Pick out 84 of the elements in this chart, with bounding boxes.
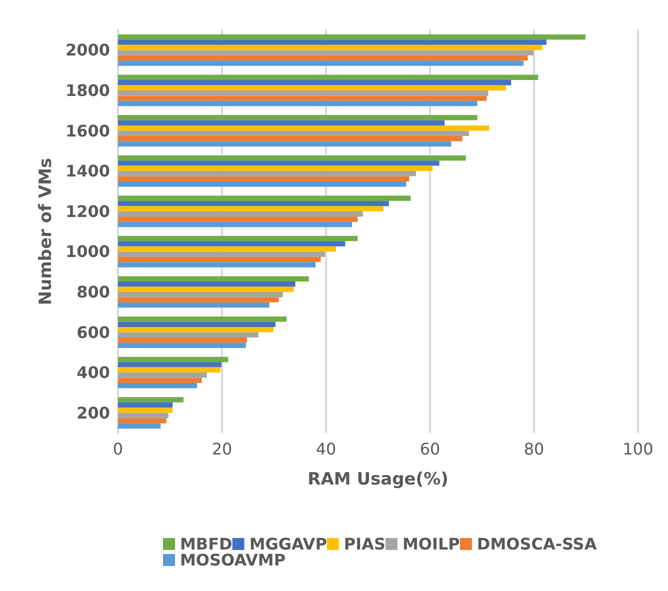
bar xyxy=(118,423,161,429)
y-tick-label: 1200 xyxy=(65,202,110,221)
legend-label: MOILP xyxy=(402,534,460,554)
y-tick-label: 1800 xyxy=(65,80,110,100)
legend-label: MBFD xyxy=(180,534,232,554)
bar xyxy=(118,120,445,126)
bar xyxy=(118,80,512,86)
bar xyxy=(118,378,202,384)
bar xyxy=(118,332,258,338)
bar xyxy=(118,176,410,182)
bar xyxy=(118,166,433,172)
bar xyxy=(118,302,270,308)
legend-label: MGGAVP xyxy=(249,534,328,554)
bar xyxy=(118,115,478,120)
bar xyxy=(118,316,286,322)
bar xyxy=(118,241,346,246)
bar xyxy=(118,292,283,298)
bar xyxy=(118,337,247,343)
bar xyxy=(118,206,384,212)
bar xyxy=(118,196,411,201)
bar xyxy=(118,286,294,292)
bar xyxy=(118,408,173,413)
bar xyxy=(118,126,490,131)
bar xyxy=(118,367,220,373)
bar xyxy=(118,216,358,222)
bar xyxy=(118,412,168,418)
bar xyxy=(118,130,469,136)
bar xyxy=(118,322,276,328)
x-axis-title: RAM Usage(%) xyxy=(308,470,448,490)
bar xyxy=(118,100,478,106)
bar xyxy=(118,327,274,332)
bar xyxy=(118,40,546,45)
y-tick-label: 800 xyxy=(76,282,110,302)
bar xyxy=(118,418,166,424)
bar xyxy=(118,222,352,228)
bar xyxy=(118,252,325,257)
y-tick-label: 2000 xyxy=(65,40,110,60)
bar xyxy=(118,397,184,402)
bar xyxy=(118,60,524,66)
y-tick-label: 200 xyxy=(76,403,110,422)
bar xyxy=(118,211,363,217)
x-tick-label: 20 xyxy=(212,440,232,458)
bar xyxy=(118,44,542,50)
x-tick-label: 0 xyxy=(112,440,124,458)
bar xyxy=(118,356,228,362)
bar xyxy=(118,50,534,56)
x-tick-label: 80 xyxy=(524,440,544,458)
x-tick-label: 100 xyxy=(622,440,654,458)
bar xyxy=(118,342,246,348)
bar xyxy=(118,85,506,90)
y-axis-title: Number of VMs xyxy=(36,158,56,306)
bar xyxy=(118,182,406,187)
y-tick-label: 1000 xyxy=(65,242,110,262)
y-tick-label: 1400 xyxy=(65,162,110,181)
y-tick-label: 400 xyxy=(76,363,110,382)
bar xyxy=(118,372,207,378)
bar xyxy=(118,236,358,242)
bar xyxy=(118,256,321,262)
bar xyxy=(118,155,466,161)
bar xyxy=(118,141,452,146)
bar xyxy=(118,402,173,408)
bar xyxy=(118,136,462,142)
bar xyxy=(118,90,488,96)
legend-label: PIAS xyxy=(344,534,386,554)
x-tick-label: 60 xyxy=(420,440,440,458)
bar xyxy=(118,262,316,268)
y-tick-label: 600 xyxy=(76,322,110,342)
x-tick-label: 40 xyxy=(316,440,336,458)
bar xyxy=(118,281,296,287)
legend-label: MOSOAVMP xyxy=(180,550,286,570)
legend-label: DMOSCA-SSA xyxy=(476,534,598,554)
bar xyxy=(118,96,487,101)
bar xyxy=(118,246,336,252)
bar xyxy=(118,171,416,176)
bar xyxy=(118,200,389,206)
bar xyxy=(118,362,222,368)
bar xyxy=(118,160,440,166)
bar xyxy=(118,276,309,282)
bar xyxy=(118,74,538,80)
bar xyxy=(118,34,586,40)
y-tick-label: 1600 xyxy=(65,121,110,140)
bar xyxy=(118,55,528,61)
bar xyxy=(118,297,279,302)
bar xyxy=(118,383,198,388)
